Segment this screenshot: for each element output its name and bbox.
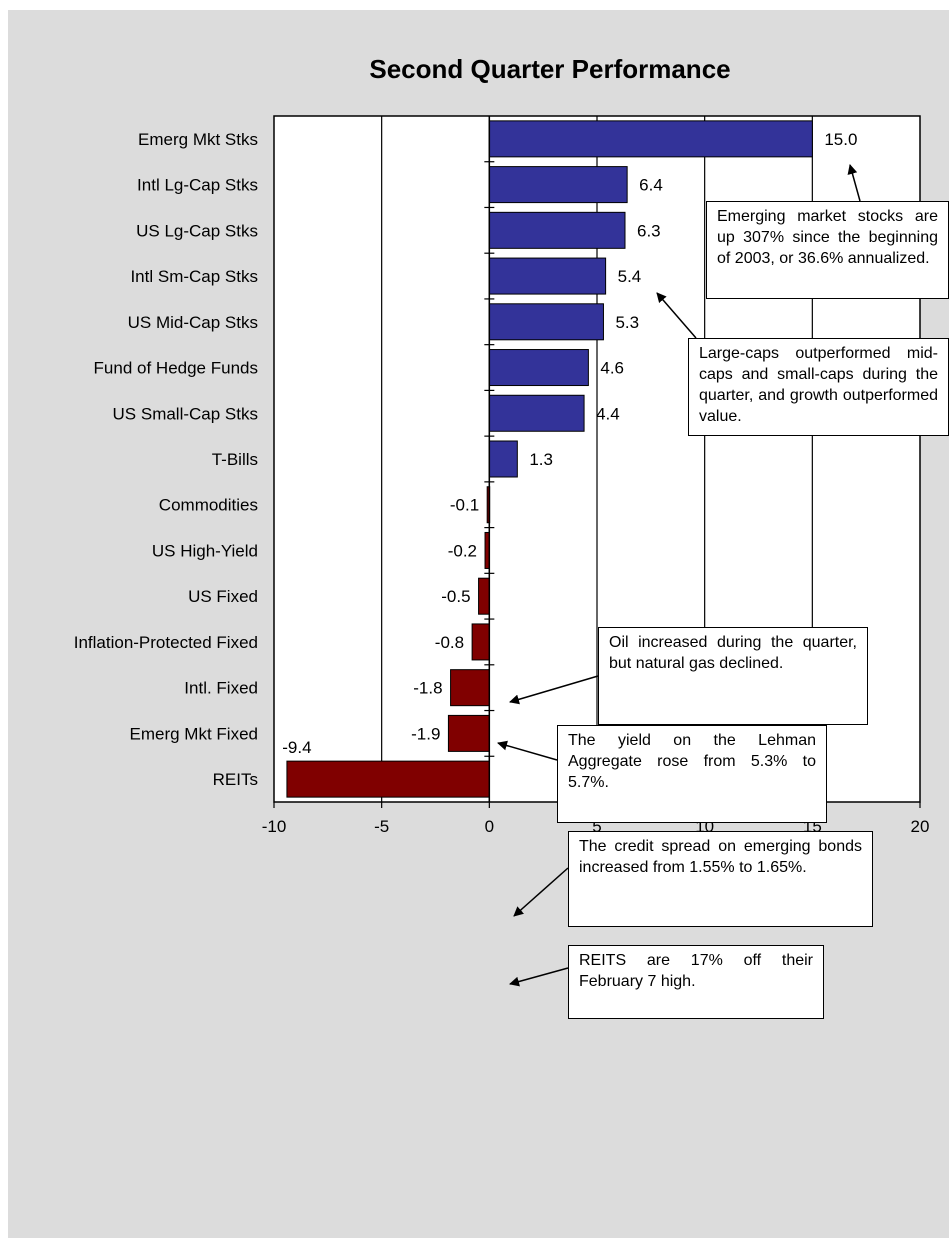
bar — [488, 303, 604, 341]
value-label: -9.4 — [282, 738, 311, 757]
category-label: T-Bills — [212, 450, 258, 469]
category-label: US Mid-Cap Stks — [128, 313, 258, 332]
annotation-arrow — [847, 164, 861, 202]
bars — [286, 116, 813, 802]
category-label: REITs — [213, 770, 258, 789]
bar — [471, 623, 490, 661]
category-label: Intl. Fixed — [184, 679, 258, 698]
category-label: Fund of Hedge Funds — [94, 359, 258, 378]
bar — [447, 714, 490, 752]
bar — [488, 394, 585, 432]
bar — [488, 211, 626, 249]
value-label: -0.2 — [448, 541, 477, 560]
x-tick-label: -5 — [374, 817, 389, 836]
value-label: 15.0 — [824, 130, 857, 149]
category-label: US Lg-Cap Stks — [136, 221, 258, 240]
annotation-largecaps: Large-caps outperformed mid-caps and sma… — [688, 338, 949, 436]
category-label: US Fixed — [188, 587, 258, 606]
bar — [488, 349, 589, 387]
category-label: Commodities — [159, 496, 258, 515]
bar — [488, 166, 628, 204]
value-label: 4.6 — [600, 359, 624, 378]
category-label: Intl Lg-Cap Stks — [137, 176, 258, 195]
bar — [488, 440, 518, 478]
annotation-arrow — [497, 740, 558, 761]
category-label: Emerg Mkt Stks — [138, 130, 258, 149]
category-label: Emerg Mkt Fixed — [130, 724, 258, 743]
annotation-arrow — [509, 675, 599, 705]
x-tick-label: -10 — [262, 817, 287, 836]
annotation-arrow — [509, 967, 569, 987]
value-label: -0.5 — [441, 587, 470, 606]
value-label: 4.4 — [596, 404, 620, 423]
annotation-arrow — [656, 292, 697, 339]
value-label: -1.8 — [413, 679, 442, 698]
annotation-reits: REITS are 17% off their February 7 high. — [568, 945, 824, 1019]
annotation-arrow — [513, 867, 569, 917]
annotation-emerging: Emerging market stocks are up 307% since… — [706, 201, 949, 299]
value-label: -0.1 — [450, 496, 479, 515]
annotation-credit: The credit spread on emerging bonds incr… — [568, 831, 873, 927]
annotation-arrows — [497, 164, 861, 987]
value-label: 6.4 — [639, 176, 663, 195]
category-label: Inflation-Protected Fixed — [74, 633, 258, 652]
value-label: 6.3 — [637, 221, 661, 240]
chart-title: Second Quarter Performance — [369, 54, 730, 84]
bar — [478, 577, 490, 615]
value-label: -1.9 — [411, 724, 440, 743]
value-label: 5.4 — [618, 267, 642, 286]
value-label: 1.3 — [529, 450, 553, 469]
bar — [488, 120, 813, 158]
category-label: US High-Yield — [152, 541, 258, 560]
annotation-lehman: The yield on the Lehman Aggregate rose f… — [557, 725, 827, 823]
bar — [286, 760, 490, 798]
annotation-oil: Oil increased during the quarter, but na… — [598, 627, 868, 725]
x-tick-label: 20 — [911, 817, 930, 836]
x-tick-label: 5 — [592, 817, 601, 836]
category-label: Intl Sm-Cap Stks — [130, 267, 258, 286]
bar-chart: Second Quarter Performance -10 -5 0 5 10 15 20… — [74, 54, 930, 987]
chart-area: Second Quarter Performance -10 -5 0 5 10 15 20… — [8, 10, 949, 1238]
category-label: US Small-Cap Stks — [113, 404, 258, 423]
bar — [450, 669, 490, 707]
value-label: 5.3 — [615, 313, 639, 332]
bar — [488, 257, 607, 295]
value-label: -0.8 — [435, 633, 464, 652]
x-tick-label: 0 — [485, 817, 494, 836]
